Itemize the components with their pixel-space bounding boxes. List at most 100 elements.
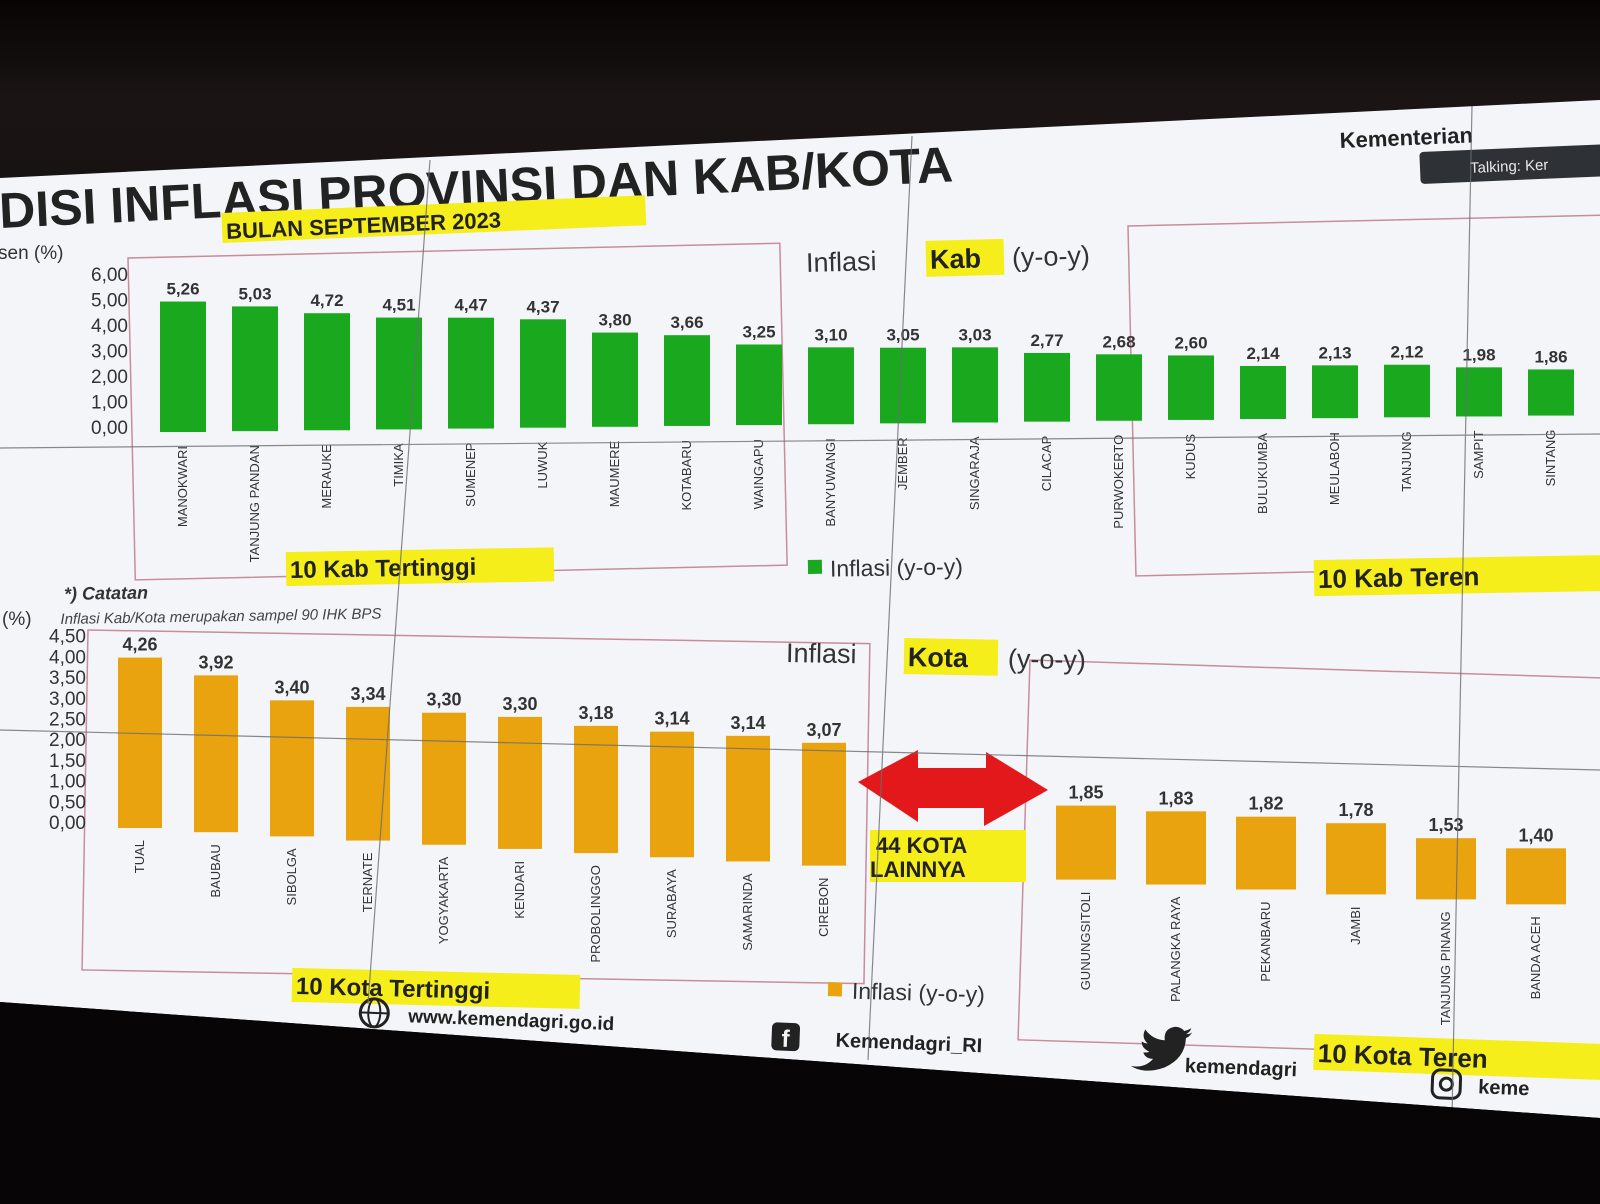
kota-title: Inflasi Kota (y-o-y) [786, 638, 1086, 676]
notes: *) Catatan Inflasi Kab/Kota merupakan sa… [60, 583, 381, 629]
talking-badge [1419, 144, 1600, 184]
bar-value-label: 3,30 [502, 694, 537, 714]
bar [1326, 823, 1386, 895]
footer: www.kemendagri.go.id f Kemendagri_RI kem… [358, 997, 1530, 1100]
footer-twitter[interactable]: kemendagri [1184, 1055, 1297, 1081]
category-label: TANJUNG [1399, 431, 1414, 491]
bar-value-label: 3,25 [742, 322, 775, 341]
category-label: KUDUS [1183, 434, 1198, 480]
bar-value-label: 3,34 [350, 684, 385, 704]
category-label: KENDARI [512, 861, 527, 919]
category-label: KOTABARU [679, 440, 694, 511]
bar [952, 347, 998, 423]
footer-instagram[interactable]: keme [1478, 1076, 1530, 1100]
y-tick-label: 4,00 [49, 647, 86, 668]
bar-value-label: 3,18 [578, 703, 613, 723]
category-label: PROBOLINGGO [588, 865, 603, 963]
category-label: GUNUNGSITOLI [1078, 892, 1093, 991]
kota-title-key: Kota [908, 642, 969, 673]
bar [118, 657, 162, 828]
category-label: TIMIKA [391, 443, 406, 487]
bar [1240, 365, 1286, 420]
others-label-bg [870, 830, 1026, 882]
kota-group-high-bg [291, 967, 581, 1009]
subtitle-highlight [221, 195, 647, 243]
bar-value-label: 2,13 [1318, 343, 1351, 362]
category-label: CIREBON [816, 878, 831, 937]
others-label: 44 KOTA LAINNYA [870, 830, 1026, 882]
kota-legend-label: Inflasi (y-o-y) [852, 978, 986, 1008]
bar-value-label: 1,86 [1534, 347, 1567, 366]
bar-value-label: 3,80 [598, 311, 631, 330]
bar-value-label: 3,10 [814, 325, 847, 344]
ministry-label: Kementerian [1339, 122, 1473, 153]
bar [1456, 367, 1502, 417]
category-label: LUWUK [535, 441, 550, 488]
kota-group-low: 10 Kota Teren [1313, 1033, 1600, 1081]
talking-label: Talking: Ker [1470, 157, 1549, 177]
category-label: BANYUWANGI [823, 438, 838, 526]
kab-group-high-label: 10 Kab Tertinggi [290, 554, 477, 584]
bar-value-label: 3,92 [198, 652, 233, 672]
bar [1146, 811, 1206, 885]
y-tick-label: 2,00 [49, 730, 86, 751]
category-label: PEKANBARU [1258, 901, 1273, 981]
category-label: SIBOLGA [284, 848, 299, 905]
bar-value-label: 2,60 [1174, 333, 1207, 352]
bar [448, 317, 494, 429]
twitter-icon [1130, 1026, 1193, 1071]
y-tick-label: 1,00 [91, 393, 128, 414]
bar [346, 706, 390, 841]
bar-value-label: 4,26 [122, 635, 157, 655]
bar [736, 344, 782, 426]
bar-value-label: 5,03 [238, 284, 271, 303]
screen-bottom-bezel [0, 1002, 1600, 1204]
category-label: PURWOKERTO [1111, 435, 1126, 529]
y-tick-label: 0,00 [49, 813, 86, 834]
kab-group-low: 10 Kab Teren [1313, 554, 1600, 597]
bar [1096, 354, 1142, 421]
bar [650, 731, 694, 858]
category-label: CILACAP [1039, 436, 1054, 492]
category-label: SINTANG [1543, 430, 1558, 487]
y-tick-label: 3,00 [91, 342, 128, 363]
bar-value-label: 3,40 [274, 677, 309, 697]
bar-value-label: 4,51 [382, 296, 415, 315]
bar-value-label: 3,03 [958, 325, 991, 344]
kota-title-prefix: Inflasi [786, 638, 857, 669]
y-tick-label: 0,00 [91, 418, 128, 439]
bar-value-label: 3,66 [670, 313, 703, 332]
bar-value-label: 4,37 [526, 297, 559, 316]
category-label: PALANGKA RAYA [1168, 896, 1183, 1002]
y-tick-label: 2,00 [91, 367, 128, 388]
y-tick-label: 1,00 [49, 772, 86, 793]
kab-group-high-bg [285, 547, 555, 587]
bar [520, 319, 566, 428]
kab-legend: Inflasi (y-o-y) [807, 553, 963, 582]
kab-title-key: Kab [930, 243, 982, 274]
bar [422, 712, 466, 845]
bar [304, 313, 350, 431]
category-label: TUAL [132, 840, 147, 873]
category-label: SINGARAJA [967, 436, 982, 510]
bar-value-label: 2,12 [1390, 343, 1423, 362]
category-label: SURABAYA [664, 869, 679, 938]
category-label: TANJUNG PINANG [1438, 911, 1453, 1025]
bar [1168, 355, 1214, 420]
kab-title-highlight [925, 238, 1005, 277]
y-tick-label: 0,50 [49, 792, 86, 813]
bar-value-label: 1,98 [1462, 345, 1495, 364]
kota-y-ticks: 4,504,003,503,002,502,001,501,000,500,00 [49, 627, 86, 834]
category-label: BAUBAU [208, 844, 223, 897]
y-tick-label: 1,50 [49, 751, 86, 772]
bar-value-label: 5,26 [166, 280, 199, 299]
kab-legend-label: Inflasi (y-o-y) [830, 553, 963, 581]
y-tick-label: 6,00 [91, 265, 128, 286]
double-arrow-icon [858, 750, 1048, 826]
bar [808, 347, 854, 425]
kota-legend-swatch [827, 982, 843, 997]
kab-title-suffix: (y-o-y) [1012, 241, 1091, 273]
globe-icon [358, 997, 390, 1029]
bar [1528, 369, 1574, 416]
